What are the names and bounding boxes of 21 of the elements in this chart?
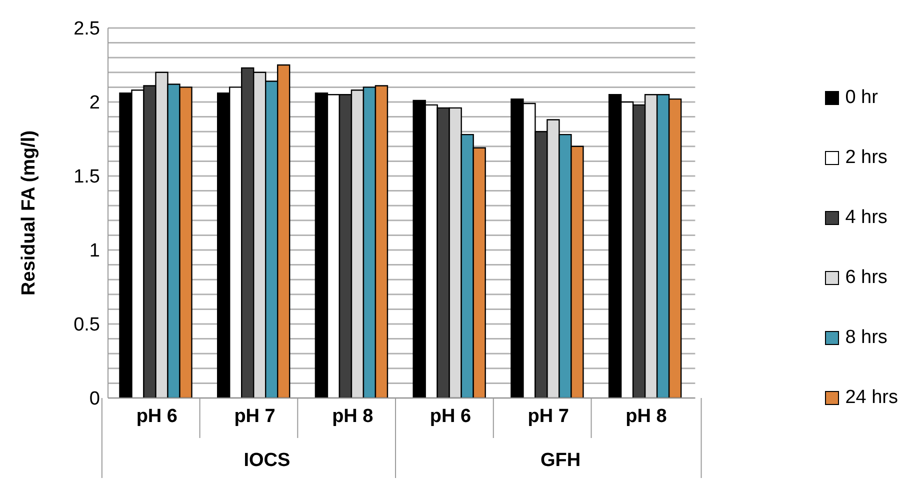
x-tick-label: pH 8 [626,406,667,427]
x-tick-label: pH 7 [528,406,569,427]
y-tick-label: 0.5 [74,314,100,336]
x-tick-label: pH 6 [136,406,178,427]
y-tick-label: 1 [89,240,100,262]
y-tick-label: 2 [89,92,100,114]
y-axis-title: Residual FA (mg/l) [18,130,40,296]
legend-label: 0 hr [845,86,878,110]
legend-label: 2 hrs [845,146,888,170]
x-tick-label: pH 7 [234,406,276,427]
legend-label: 8 hrs [845,326,888,350]
legend-label: 4 hrs [845,206,888,230]
legend-label: 24 hrs [845,386,898,410]
y-tick-label: 0 [89,388,100,410]
y-tick-label: 1.5 [74,166,100,188]
x-tick-label: pH 6 [430,406,472,427]
x-tick-label: pH 8 [332,406,374,427]
text: IOCS [244,450,290,471]
y-tick-label: 2.5 [74,18,100,40]
text: GFH [540,450,581,471]
legend-label: 6 hrs [845,266,888,290]
